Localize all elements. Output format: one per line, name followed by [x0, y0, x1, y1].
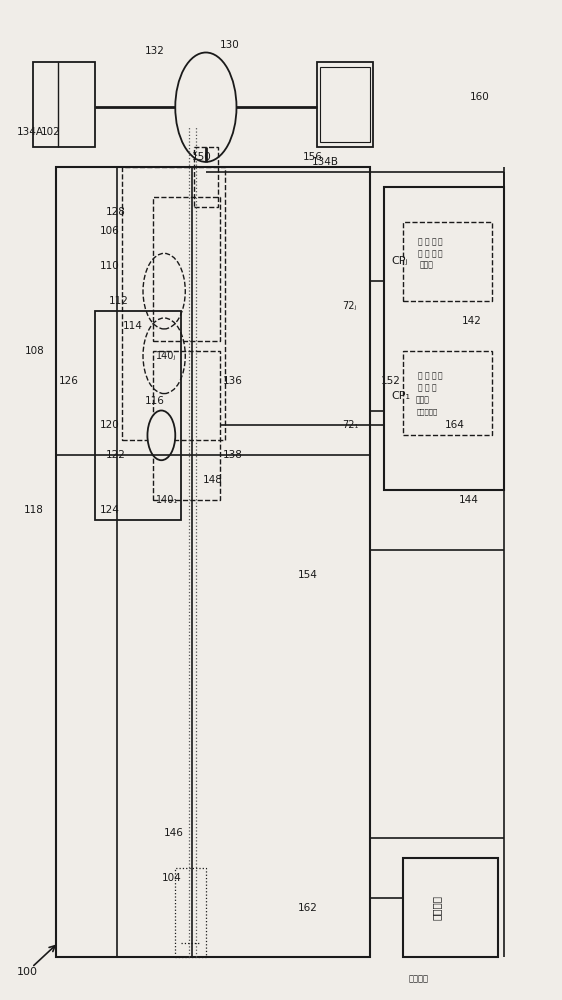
- Text: 160: 160: [470, 92, 490, 102]
- Text: 72₁: 72₁: [342, 420, 359, 430]
- Text: 入: 入: [424, 383, 429, 392]
- Text: 156: 156: [303, 152, 323, 162]
- Bar: [56, 167, 370, 957]
- Bar: [384, 187, 504, 490]
- Bar: [317, 62, 373, 147]
- Text: 130: 130: [220, 40, 239, 50]
- Text: 134A: 134A: [17, 127, 44, 137]
- Text: 置: 置: [438, 237, 442, 246]
- Text: 132: 132: [144, 46, 165, 56]
- Text: 速: 速: [438, 249, 442, 258]
- Text: 110: 110: [100, 261, 120, 271]
- Circle shape: [175, 52, 237, 162]
- Text: 112: 112: [108, 296, 128, 306]
- Text: 输: 输: [418, 383, 423, 392]
- Text: 设速度输入: 设速度输入: [416, 408, 437, 415]
- Bar: [404, 222, 492, 301]
- Text: 124: 124: [100, 505, 120, 515]
- Text: 装: 装: [431, 237, 436, 246]
- Text: 通信端口: 通信端口: [432, 895, 442, 920]
- Bar: [175, 868, 206, 957]
- Text: 128: 128: [106, 207, 125, 217]
- Text: 速: 速: [431, 383, 436, 392]
- Text: 118: 118: [24, 505, 44, 515]
- Text: 轴: 轴: [431, 249, 436, 258]
- Bar: [194, 147, 218, 207]
- Text: 104: 104: [161, 873, 181, 883]
- Bar: [320, 67, 370, 142]
- Bar: [153, 197, 220, 341]
- Text: 152: 152: [381, 376, 401, 386]
- Text: 传: 传: [418, 237, 423, 246]
- Text: 140₁: 140₁: [156, 495, 178, 505]
- Text: 148: 148: [203, 475, 223, 485]
- Text: 出: 出: [424, 249, 429, 258]
- Text: 装: 装: [431, 371, 436, 380]
- Circle shape: [147, 410, 175, 460]
- Text: 度输入: 度输入: [416, 395, 430, 404]
- Text: 126: 126: [58, 376, 78, 386]
- Text: 度输入: 度输入: [420, 261, 434, 270]
- Bar: [94, 311, 181, 520]
- Text: 102: 102: [40, 127, 60, 137]
- Text: 传: 传: [418, 371, 423, 380]
- Bar: [404, 351, 492, 435]
- Text: 138: 138: [223, 450, 242, 460]
- Text: 146: 146: [164, 828, 184, 838]
- Text: 164: 164: [445, 420, 465, 430]
- Text: 114: 114: [123, 321, 142, 331]
- Text: 108: 108: [25, 346, 45, 356]
- Text: 122: 122: [106, 450, 125, 460]
- Text: 140ⱼ: 140ⱼ: [156, 351, 176, 361]
- Text: 116: 116: [144, 396, 165, 406]
- Bar: [123, 167, 225, 440]
- Text: 144: 144: [459, 495, 479, 505]
- Text: 150: 150: [192, 152, 212, 162]
- Text: 输: 输: [418, 249, 423, 258]
- Bar: [404, 858, 498, 957]
- Text: 72ⱼ: 72ⱼ: [342, 301, 356, 311]
- Text: 106: 106: [100, 227, 120, 236]
- Text: 120: 120: [100, 420, 120, 430]
- Text: 动: 动: [424, 371, 429, 380]
- Text: CPⱼ: CPⱼ: [391, 256, 407, 266]
- Text: 置: 置: [438, 371, 442, 380]
- Text: CP₁: CP₁: [391, 391, 410, 401]
- Bar: [153, 351, 220, 500]
- Text: 162: 162: [298, 903, 318, 913]
- Text: 100: 100: [17, 967, 38, 977]
- Text: 134B: 134B: [311, 157, 338, 167]
- Text: 142: 142: [462, 316, 482, 326]
- Bar: [33, 62, 94, 147]
- Text: 154: 154: [298, 570, 318, 580]
- Text: 136: 136: [223, 376, 242, 386]
- Text: 动: 动: [424, 237, 429, 246]
- Text: 通信端口: 通信端口: [409, 975, 429, 984]
